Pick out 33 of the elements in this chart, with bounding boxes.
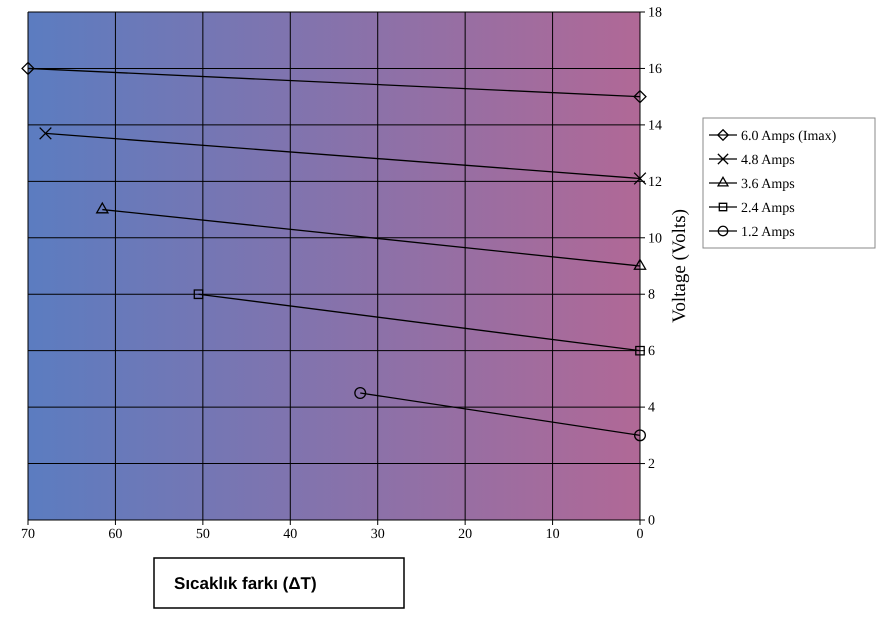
y-tick-label: 10 xyxy=(648,231,662,246)
legend-label: 4.8 Amps xyxy=(741,153,795,168)
point xyxy=(635,346,645,356)
point xyxy=(39,126,52,140)
legend-label: 1.2 Amps xyxy=(741,225,795,240)
y-tick-label: 0 xyxy=(648,513,655,528)
point xyxy=(634,172,646,185)
x-tick-label: 50 xyxy=(196,526,210,542)
y-tick-label: 12 xyxy=(648,174,662,190)
y-tick-label: 8 xyxy=(648,288,655,303)
point xyxy=(21,62,35,76)
y-tick-label: 6 xyxy=(648,344,655,360)
x-tick-label: 60 xyxy=(108,526,122,542)
legend-label: 3.6 Amps xyxy=(741,177,795,192)
x-tick-label: 30 xyxy=(370,526,385,542)
point xyxy=(634,429,646,442)
x-tick-label: 20 xyxy=(458,526,472,542)
point xyxy=(633,90,647,104)
x-axis-title: Sıcaklık farkı (ΔT) xyxy=(174,574,317,593)
x-tick-label: 10 xyxy=(546,526,560,542)
y-tick-label: 18 xyxy=(648,5,662,20)
y-tick-label: 16 xyxy=(648,62,662,77)
y-tick-label: 4 xyxy=(648,400,655,416)
point xyxy=(194,289,204,300)
x-tick-label: 70 xyxy=(21,526,35,542)
legend-label: 6.0 Amps (Imax) xyxy=(741,129,837,144)
x-tick-label: 40 xyxy=(283,526,298,542)
x-tick-label: 0 xyxy=(636,526,644,542)
point xyxy=(354,387,366,399)
y-tick-label: 14 xyxy=(648,118,662,134)
y-tick-label: 2 xyxy=(648,457,655,472)
y-axis-title: Voltage (Volts) xyxy=(669,209,690,323)
legend-label: 2.4 Amps xyxy=(741,201,795,216)
